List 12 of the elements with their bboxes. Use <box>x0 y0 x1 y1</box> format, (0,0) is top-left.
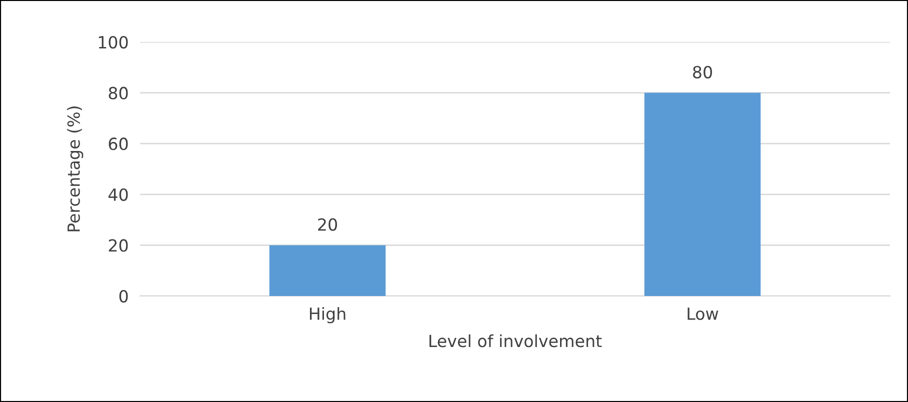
data-label: 20 <box>318 218 337 231</box>
y-tick-label: 80 <box>108 86 128 100</box>
x-tick-label: Low <box>688 308 718 320</box>
y-tick-label: 100 <box>98 36 128 49</box>
x-tick-label: High <box>310 307 346 324</box>
data-label: 80 <box>693 66 712 78</box>
y-tick-label: 0 <box>119 290 128 303</box>
y-axis-title: Percentage (%) <box>67 106 84 232</box>
x-axis-title: Level of involvement <box>430 334 602 348</box>
y-tick-label: 20 <box>108 239 128 252</box>
y-tick-label: 40 <box>108 188 128 201</box>
y-tick-label: 60 <box>108 138 128 150</box>
